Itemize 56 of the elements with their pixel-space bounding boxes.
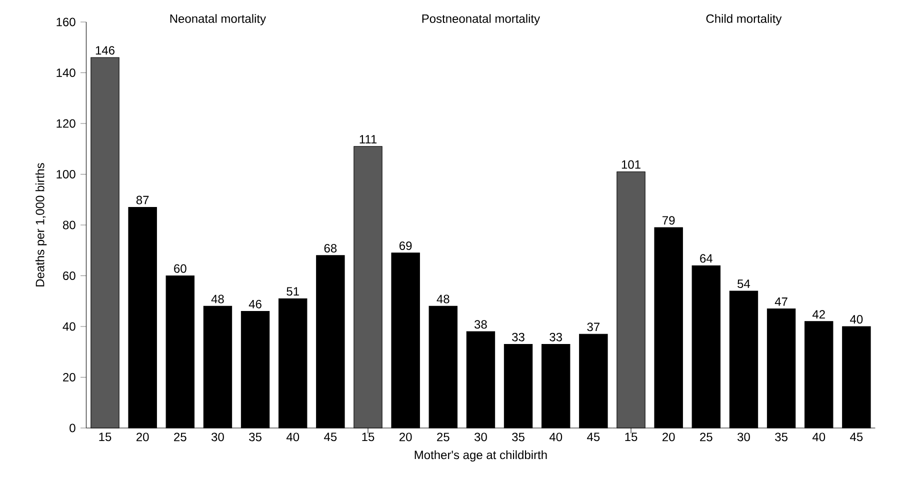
- x-tick-label: 15: [625, 432, 638, 442]
- data-label: 101: [622, 160, 640, 169]
- data-label: 87: [136, 196, 149, 204]
- x-tick-label: 30: [474, 432, 487, 442]
- x-tick-label: 45: [850, 432, 863, 442]
- data-label: 48: [436, 294, 450, 304]
- x-tick-label: 40: [812, 432, 826, 442]
- x-tick-label: 30: [738, 432, 750, 442]
- y-tick-label: 20: [63, 372, 76, 382]
- data-label: 47: [774, 298, 788, 306]
- y-tick-label: 160: [56, 18, 76, 26]
- data-label: 40: [850, 315, 863, 324]
- data-label: 51: [286, 287, 299, 296]
- x-tick-label: 45: [587, 432, 600, 442]
- data-label: 48: [211, 294, 224, 304]
- data-label: 79: [662, 216, 675, 225]
- data-label: 33: [550, 332, 562, 342]
- data-label: 46: [248, 300, 262, 308]
- data-label: 68: [324, 244, 337, 253]
- x-tick-label: 35: [512, 432, 524, 442]
- x-tick-label: 15: [99, 432, 112, 442]
- x-axis-title: Mother's age at childbirth: [414, 450, 547, 462]
- x-tick-label: 25: [700, 432, 712, 442]
- data-label: 42: [812, 310, 825, 318]
- data-label: 54: [738, 280, 750, 288]
- x-tick-label: 15: [362, 432, 374, 442]
- data-label: 146: [96, 46, 114, 55]
- data-label: 60: [174, 264, 186, 273]
- x-tick-label: 40: [549, 432, 562, 442]
- x-tick-label: 35: [249, 432, 262, 442]
- y-axis-title: Deaths per 1,000 births: [35, 163, 47, 286]
- data-label: 111: [360, 135, 377, 144]
- x-tick-label: 20: [400, 432, 412, 442]
- chart-title: Child mortality: [706, 14, 782, 26]
- chart-title: Neonatal mortality: [170, 14, 266, 26]
- y-tick-label: 120: [56, 119, 76, 128]
- x-tick-label: 20: [662, 432, 675, 442]
- data-label: 33: [512, 332, 524, 342]
- data-label: 69: [400, 241, 412, 250]
- y-tick-label: 100: [56, 170, 76, 179]
- x-tick-label: 45: [324, 432, 337, 442]
- data-label: 37: [587, 322, 600, 332]
- x-tick-label: 25: [174, 432, 186, 442]
- x-tick-label: 30: [212, 432, 224, 442]
- y-tick-label: 0: [70, 424, 76, 432]
- data-label: 38: [474, 320, 487, 329]
- x-tick-label: 40: [286, 432, 300, 442]
- x-tick-label: 20: [136, 432, 149, 442]
- x-tick-label: 35: [775, 432, 788, 442]
- x-tick-label: 25: [437, 432, 450, 442]
- y-tick-label: 40: [62, 322, 76, 331]
- y-tick-label: 60: [63, 271, 76, 280]
- chart-title: Postneonatal mortality: [422, 14, 540, 26]
- y-tick-label: 140: [56, 68, 76, 78]
- y-tick-label: 80: [62, 220, 76, 230]
- data-label: 64: [700, 254, 712, 263]
